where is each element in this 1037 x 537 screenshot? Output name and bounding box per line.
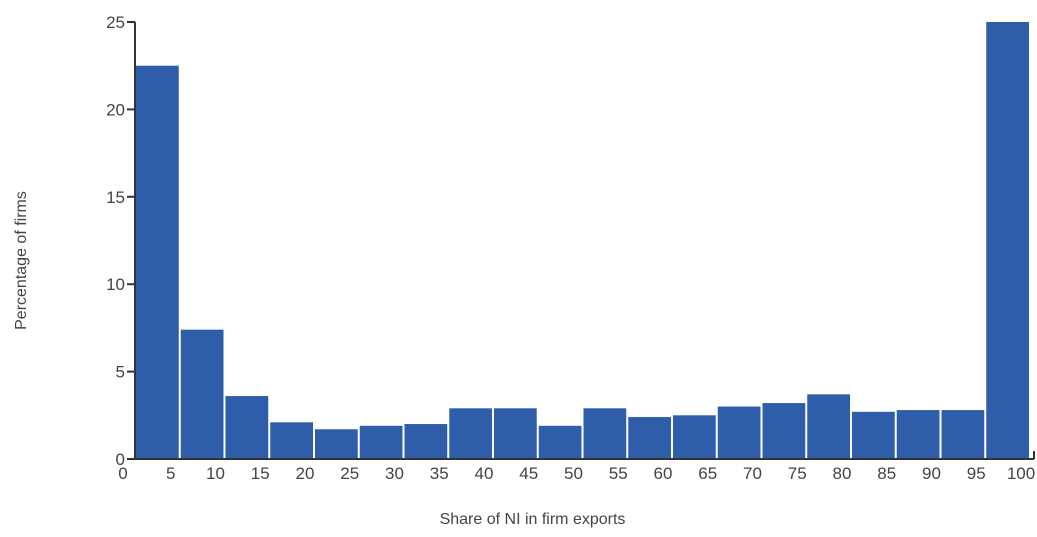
x-tick-label: 90 [922,464,941,483]
x-tick-label: 85 [877,464,896,483]
bar-70 [717,406,761,459]
bar-80 [807,394,850,459]
axes-layer [134,22,1035,460]
y-tick-label: 0 [116,450,125,469]
x-tick-label: 25 [340,464,359,483]
x-tick-label: 20 [296,464,315,483]
bar-30 [359,425,403,459]
y-tick-label: 15 [106,188,125,207]
x-tick-label: 45 [519,464,538,483]
x-tick-label: 95 [967,464,986,483]
bar-85 [852,411,895,459]
x-tick-label: 10 [206,464,225,483]
x-tick-label: 100 [1007,464,1035,483]
y-axis-title: Percentage of firms [13,191,30,330]
bar-65 [673,415,716,459]
x-tick-label: 15 [251,464,270,483]
x-tick-label: 0 [118,464,127,483]
bar-45 [494,408,537,459]
x-tick-label: 50 [564,464,583,483]
x-tick-label: 65 [698,464,717,483]
x-tick-label: 60 [654,464,673,483]
bar-10 [180,329,224,459]
x-axis-title: Share of NI in firm exports [440,511,626,528]
bar-75 [762,403,806,459]
x-tick-label: 5 [166,464,175,483]
ticks-layer: 0 5 10 15 20 25 0 5 10 15 20 25 30 35 40 45 50 55 60 65 70 75… [106,13,1035,483]
x-tick-label: 80 [833,464,852,483]
x-tick-label: 70 [743,464,762,483]
x-tick-label: 55 [609,464,628,483]
y-tick-label: 10 [106,275,125,294]
bar-40 [449,408,492,459]
bar-55 [583,408,627,459]
y-tick-label: 25 [106,13,125,32]
bars-layer [136,22,1029,459]
bar-100 [986,22,1029,459]
bar-90 [896,410,940,459]
x-tick-label: 40 [475,464,494,483]
bar-20 [270,422,313,459]
bar-35 [404,424,448,459]
bar-25 [315,429,358,459]
y-tick-label: 20 [106,100,125,119]
bar-50 [538,425,582,459]
bar-5 [136,65,179,459]
bar-60 [628,417,671,459]
x-tick-label: 30 [385,464,404,483]
x-tick-label: 35 [430,464,449,483]
bar-15 [225,396,269,459]
y-tick-label: 5 [116,363,125,382]
x-tick-label: 75 [788,464,807,483]
bar-95 [941,410,985,459]
